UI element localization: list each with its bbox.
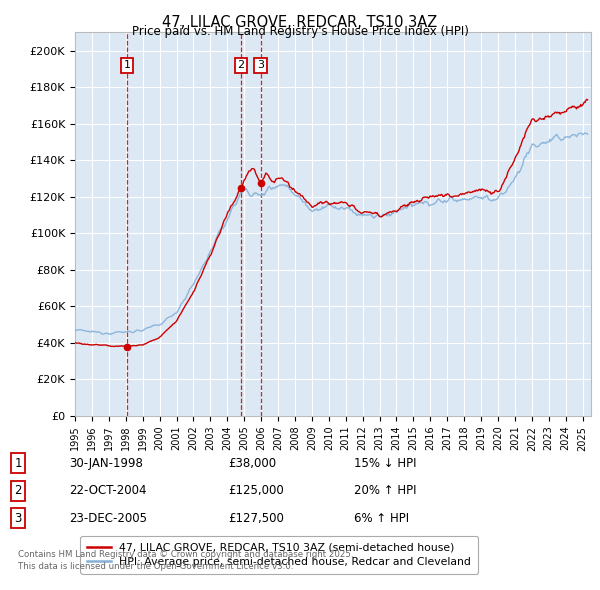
Text: £38,000: £38,000 [228,457,276,470]
Text: Price paid vs. HM Land Registry's House Price Index (HPI): Price paid vs. HM Land Registry's House … [131,25,469,38]
Text: 23-DEC-2005: 23-DEC-2005 [69,512,147,525]
Text: 1: 1 [14,457,22,470]
Text: This data is licensed under the Open Government Licence v3.0.: This data is licensed under the Open Gov… [18,562,293,571]
Text: 3: 3 [14,512,22,525]
Text: 1: 1 [124,60,131,70]
Text: 2: 2 [14,484,22,497]
Text: 22-OCT-2004: 22-OCT-2004 [69,484,146,497]
Text: 15% ↓ HPI: 15% ↓ HPI [354,457,416,470]
Text: £127,500: £127,500 [228,512,284,525]
Text: 6% ↑ HPI: 6% ↑ HPI [354,512,409,525]
Text: 20% ↑ HPI: 20% ↑ HPI [354,484,416,497]
Text: 47, LILAC GROVE, REDCAR, TS10 3AZ: 47, LILAC GROVE, REDCAR, TS10 3AZ [163,15,437,30]
Legend: 47, LILAC GROVE, REDCAR, TS10 3AZ (semi-detached house), HPI: Average price, sem: 47, LILAC GROVE, REDCAR, TS10 3AZ (semi-… [80,536,478,573]
Text: Contains HM Land Registry data © Crown copyright and database right 2025.: Contains HM Land Registry data © Crown c… [18,550,353,559]
Text: £125,000: £125,000 [228,484,284,497]
Text: 2: 2 [238,60,245,70]
Text: 30-JAN-1998: 30-JAN-1998 [69,457,143,470]
Text: 3: 3 [257,60,264,70]
